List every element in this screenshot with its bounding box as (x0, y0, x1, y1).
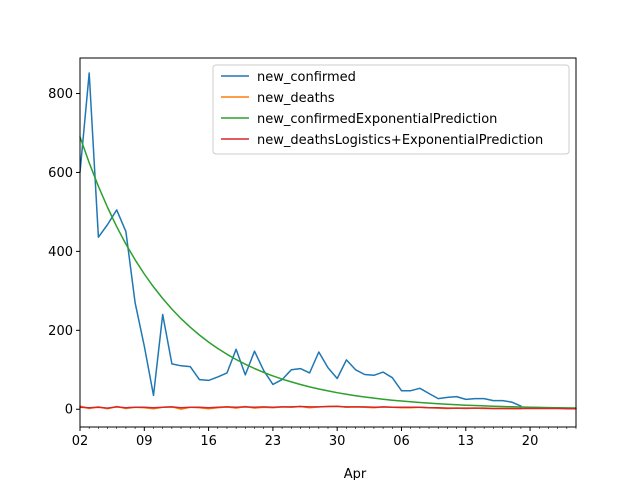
legend-box (212, 64, 570, 155)
x-axis: 02 09 16 23 30 06 13 20 (72, 427, 577, 449)
x-tick-label: 16 (200, 434, 217, 449)
x-tick-label: 09 (136, 434, 153, 449)
x-tick-label: 06 (393, 434, 410, 449)
legend-label: new_confirmed (257, 70, 356, 85)
y-tick-label: 200 (48, 324, 73, 339)
series-line-3 (79, 136, 577, 409)
x-tick-label: 13 (458, 434, 475, 449)
series-lines (79, 72, 577, 410)
x-tick-label: 02 (72, 434, 89, 449)
legend-label: new_deathsLogistics+ExponentialPredictio… (257, 133, 543, 148)
x-axis-label: Apr (344, 467, 367, 480)
y-axis: 0 200 400 600 800 (48, 87, 80, 418)
x-tick-label: 23 (265, 434, 282, 449)
y-tick-label: 0 (65, 403, 73, 418)
legend-label: new_confirmedExponentialPrediction (257, 112, 497, 127)
y-tick-label: 800 (48, 87, 73, 102)
x-tick-label: 30 (329, 434, 346, 449)
legend-label: new_deaths (257, 91, 335, 106)
series-line-1 (79, 72, 522, 407)
x-tick-label: 20 (522, 434, 539, 449)
series-line-4 (79, 405, 577, 410)
y-tick-label: 600 (48, 166, 73, 181)
legend: new_confirmed new_deaths new_confirmedExpo… (212, 64, 570, 155)
y-tick-label: 400 (48, 245, 73, 260)
